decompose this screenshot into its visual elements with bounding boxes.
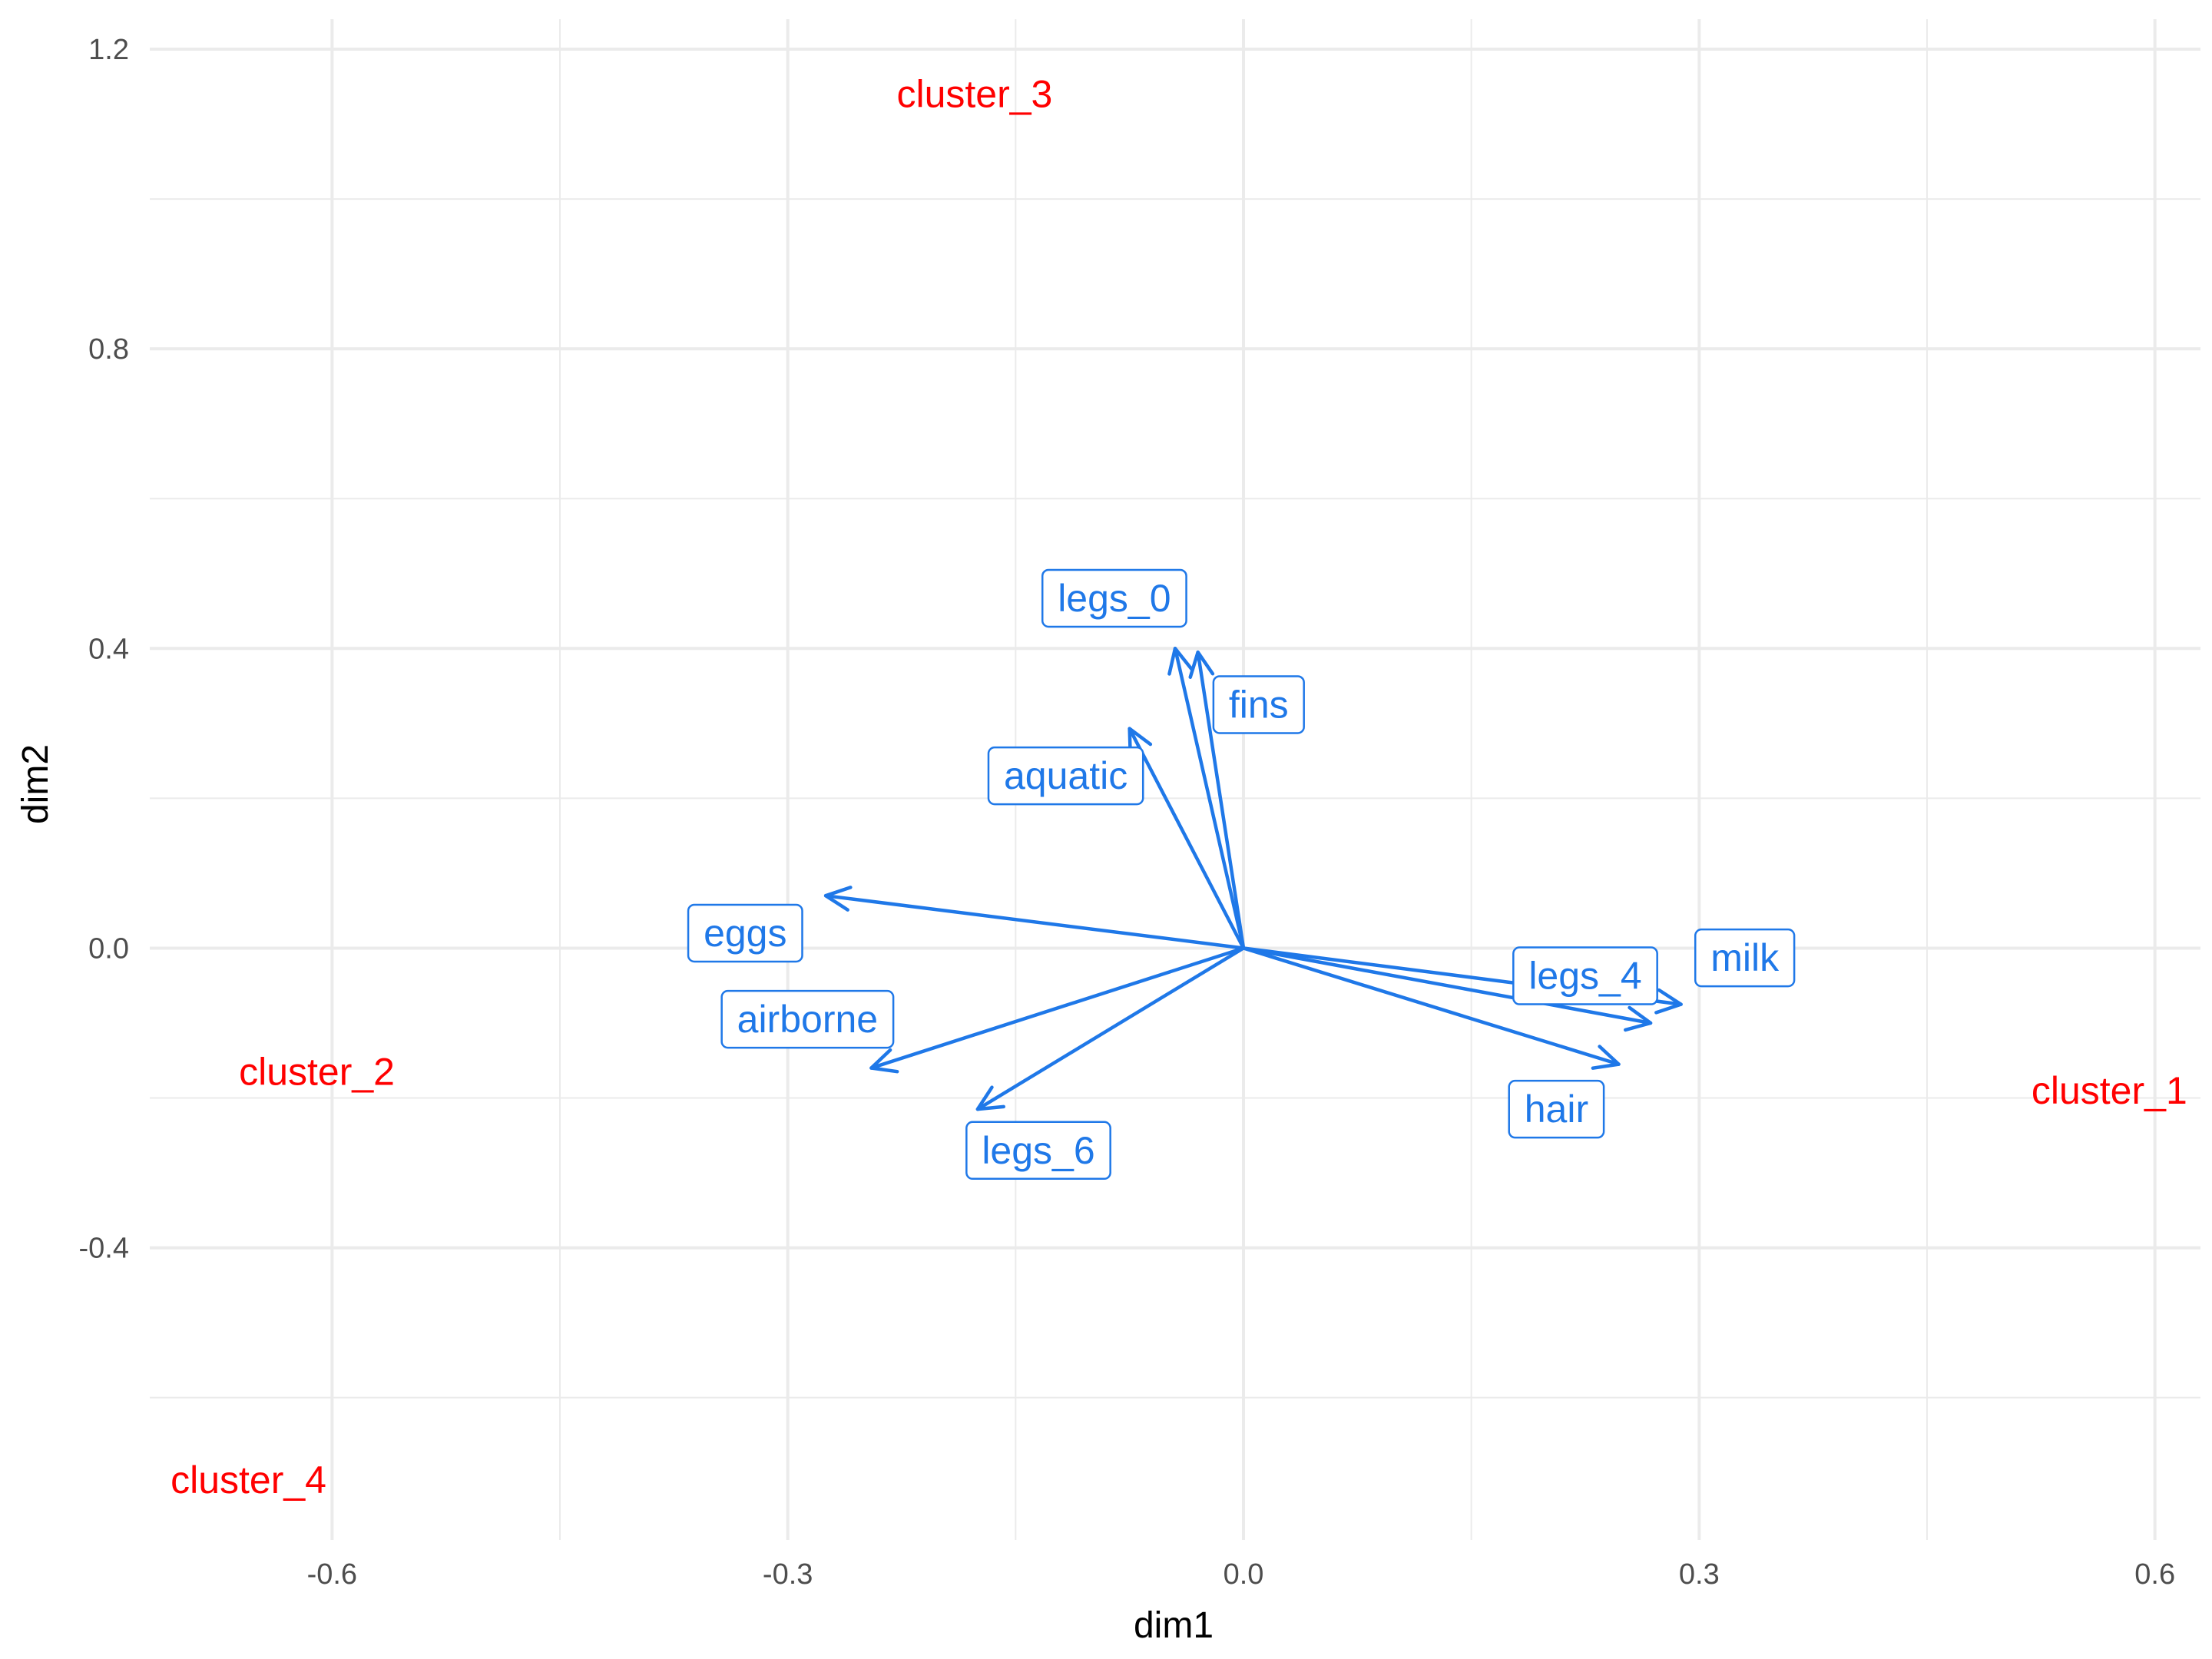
arrow-hair [1241,946,1621,1070]
cluster-label-cluster_1: cluster_1 [2032,1069,2187,1112]
x-tick-label: 0.3 [1679,1558,1720,1591]
variable-label-text: legs_4 [1528,955,1641,998]
variable-label-hair: hair [1508,1079,1605,1139]
arrow-eggs [823,886,1246,950]
variable-label-text: eggs [704,912,786,955]
arrow-shaft [823,893,1246,950]
variable-label-text: aquatic [1004,754,1128,797]
arrow-airborne [869,946,1246,1074]
variable-arrows [823,647,1683,1111]
arrow-shaft [1128,727,1246,950]
arrow-shaft [1241,946,1653,1025]
label-box [1508,1079,1605,1139]
variable-label-legs_6: legs_6 [965,1121,1111,1181]
label-box [1041,568,1187,628]
variable-label-milk: milk [1694,928,1796,988]
label-box [1512,946,1658,1005]
x-tick-label: 0.6 [2134,1558,2175,1591]
label-box [1212,675,1305,734]
arrow-shaft [1196,650,1246,950]
cluster-labels: cluster_1 cluster_2 cluster_3 cluster_4 [171,73,2187,1502]
variable-label-airborne: airborne [720,989,895,1049]
arrow-head [869,1048,899,1074]
arrow-head [1624,1005,1653,1032]
grid-lines [150,19,2200,1540]
variable-label-text: legs_6 [982,1129,1094,1172]
cluster-label-cluster_3: cluster_3 [896,73,1052,116]
arrow-head [1128,727,1153,757]
label-box [720,989,895,1049]
cluster-label-cluster_2: cluster_2 [239,1050,395,1093]
variable-label-fins: fins [1212,675,1305,734]
label-box [965,1121,1111,1181]
x-tick-label: -0.3 [763,1558,813,1591]
arrow-legs_4 [1241,946,1653,1032]
x-tick-label: -0.6 [307,1558,357,1591]
variable-label-legs_4: legs_4 [1512,946,1658,1005]
variable-label-text: airborne [737,998,878,1041]
arrow-head [1591,1045,1621,1070]
y-axis-title: dim2 [15,744,56,824]
arrow-shaft [1241,946,1621,1066]
y-tick-label: -0.4 [79,1233,129,1265]
label-box [987,746,1144,806]
axis-tick-labels: -0.6 -0.3 0.0 0.3 0.6 -0.4 0.0 0.4 0.8 1.2 [79,34,2176,1591]
arrow-head [1167,647,1194,676]
arrow-legs_6 [975,946,1246,1111]
arrow-shaft [975,946,1246,1111]
x-axis-title: dim1 [1134,1605,1214,1646]
label-box [1694,928,1796,988]
variable-label-eggs: eggs [687,903,803,963]
arrow-head [1654,988,1683,1015]
variable-label-legs_0: legs_0 [1041,568,1187,628]
variable-label-text: milk [1710,936,1780,979]
arrow-legs_0 [1167,647,1246,950]
arrow-aquatic [1128,727,1246,950]
x-tick-label: 0.0 [1224,1558,1264,1591]
variable-label-aquatic: aquatic [987,746,1144,806]
arrow-head [823,886,853,912]
variable-label-text: hair [1525,1088,1588,1131]
y-tick-label: 0.4 [88,633,129,665]
arrow-head [975,1085,1005,1111]
variable-label-text: fins [1229,683,1289,726]
arrow-head [1188,650,1215,679]
arrow-shaft [869,946,1246,1070]
arrow-fins [1188,650,1246,950]
y-tick-label: 1.2 [88,34,129,66]
y-tick-label: 0.0 [88,932,129,965]
y-tick-label: 0.8 [88,333,129,366]
variable-label-text: legs_0 [1058,577,1171,620]
label-box [687,903,803,963]
cluster-label-cluster_4: cluster_4 [171,1459,326,1502]
arrow-shaft [1173,647,1246,950]
